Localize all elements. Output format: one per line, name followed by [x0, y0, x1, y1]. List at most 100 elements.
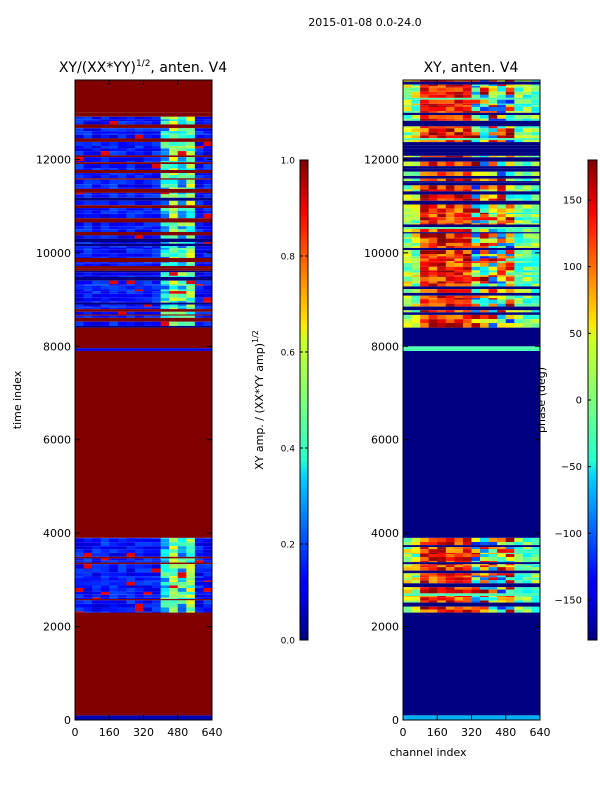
heatmap-row: [403, 272, 541, 276]
panel-left: XY/(XX*YY)1/2, anten. V4 0 160 320 480 640 0…: [11, 59, 227, 739]
heatmap-row: [403, 557, 541, 561]
colorbar-tick-label: 0.2: [281, 541, 295, 551]
heatmap-row: [75, 537, 213, 539]
heatmap-row: [403, 111, 541, 113]
heatmap-row: [403, 567, 541, 571]
heatmap-row: [75, 564, 213, 569]
heatmap-row: [75, 581, 213, 586]
x-tick-label: 480: [167, 726, 188, 739]
heatmap-row: [403, 314, 541, 320]
heatmap-row: [403, 120, 540, 125]
heatmap-row: [75, 597, 213, 600]
heatmap-row: [403, 552, 541, 554]
heatmap-row: [403, 91, 541, 95]
heatmap-row: [75, 576, 213, 578]
heatmap-row: [403, 140, 541, 143]
heatmap-row: [403, 565, 541, 568]
heatmap-row: [403, 200, 540, 205]
heatmap-band: [75, 327, 212, 349]
heatmap-row: [403, 233, 541, 238]
heatmap-row: [403, 175, 540, 179]
heatmap-row: [75, 151, 213, 156]
heatmap-row: [75, 116, 213, 120]
heatmap-row: [403, 270, 541, 273]
heatmap-row: [403, 103, 541, 106]
heatmap-row: [403, 298, 541, 300]
right-y-axis: 0 2000 4000 6000 8000 10000 12000: [364, 153, 540, 727]
heatmap-row: [75, 243, 212, 247]
heatmap-row: [403, 250, 541, 254]
heatmap-row: [75, 197, 212, 201]
heatmap-row: [75, 306, 213, 308]
heatmap-row: [75, 157, 213, 161]
heatmap-row: [75, 549, 213, 553]
heatmap-row: [403, 171, 541, 176]
heatmap-row: [403, 204, 541, 209]
x-tick-label: 320: [461, 726, 482, 739]
heatmap-row: [403, 247, 540, 251]
colorbar-tick-label: 0.0: [281, 637, 296, 647]
colorbar-tick-label: 1.0: [281, 157, 296, 167]
x-tick-label: 0: [400, 726, 407, 739]
heatmap-row: [75, 311, 213, 315]
heatmap-row: [75, 184, 213, 188]
heatmap-row: [403, 118, 541, 121]
heatmap-row: [75, 124, 212, 128]
heatmap-row: [403, 223, 541, 225]
heatmap-row: [75, 307, 213, 310]
heatmap-row: [75, 246, 213, 248]
figure-suptitle: 2015-01-08 0.0-24.0: [308, 16, 421, 29]
heatmap-row: [75, 594, 213, 598]
heatmap-row: [75, 247, 213, 250]
heatmap-row: [75, 148, 213, 152]
heatmap-row: [403, 560, 541, 563]
colorbar-tick-label: 0: [576, 396, 582, 407]
heatmap-row: [403, 135, 541, 139]
colorbar-tick-label: −150: [555, 596, 582, 607]
panel-right: XY, anten. V4 0 160 320 480 640 0 2000 4000 600…: [364, 60, 551, 759]
heatmap-row: [75, 304, 213, 307]
heatmap-row: [75, 112, 212, 117]
heatmap-row: [75, 205, 212, 209]
heatmap-row: [403, 80, 541, 82]
heatmap-row: [403, 128, 541, 133]
heatmap-row: [75, 309, 212, 312]
heatmap-row: [75, 556, 212, 559]
heatmap-row: [403, 564, 541, 566]
heatmap-row: [403, 94, 541, 98]
heatmap-row: [403, 178, 541, 182]
heatmap-row: [403, 208, 541, 213]
heatmap-row: [403, 126, 541, 129]
heatmap-row: [403, 562, 540, 565]
heatmap-row: [75, 321, 213, 326]
heatmap-row: [403, 258, 541, 262]
heatmap-row: [403, 609, 541, 613]
right-colorbar: phase (deg) 150 100 50 0 −50 −100 −150: [535, 159, 598, 641]
x-tick-label: 160: [99, 726, 120, 739]
heatmap-row: [75, 208, 213, 211]
heatmap-row: [75, 162, 212, 165]
heatmap-row: [403, 214, 541, 218]
heatmap-row: [75, 585, 213, 588]
y-tick-label: 8000: [43, 340, 71, 353]
heatmap-row: [403, 289, 541, 293]
heatmap-row: [403, 295, 541, 299]
left-panel-title: XY/(XX*YY)1/2, anten. V4: [59, 59, 227, 76]
x-tick-label: 320: [133, 726, 154, 739]
heatmap-row: [75, 587, 213, 592]
heatmap-band: [403, 346, 540, 351]
heatmap-row: [75, 238, 212, 243]
heatmap-row: [75, 192, 213, 195]
heatmap-row: [75, 133, 213, 135]
heatmap-row: [403, 217, 541, 221]
colorbar-tick-label: −100: [555, 529, 582, 540]
y-tick-label: 6000: [43, 434, 71, 447]
heatmap-row: [75, 580, 213, 582]
heatmap-row: [75, 542, 213, 547]
heatmap-row: [403, 303, 541, 307]
heatmap-row: [403, 319, 541, 324]
right-colorbar-label: phase (deg): [535, 367, 548, 433]
heatmap-row: [403, 299, 541, 304]
heatmap-row: [403, 587, 541, 590]
heatmap-row: [75, 232, 212, 236]
